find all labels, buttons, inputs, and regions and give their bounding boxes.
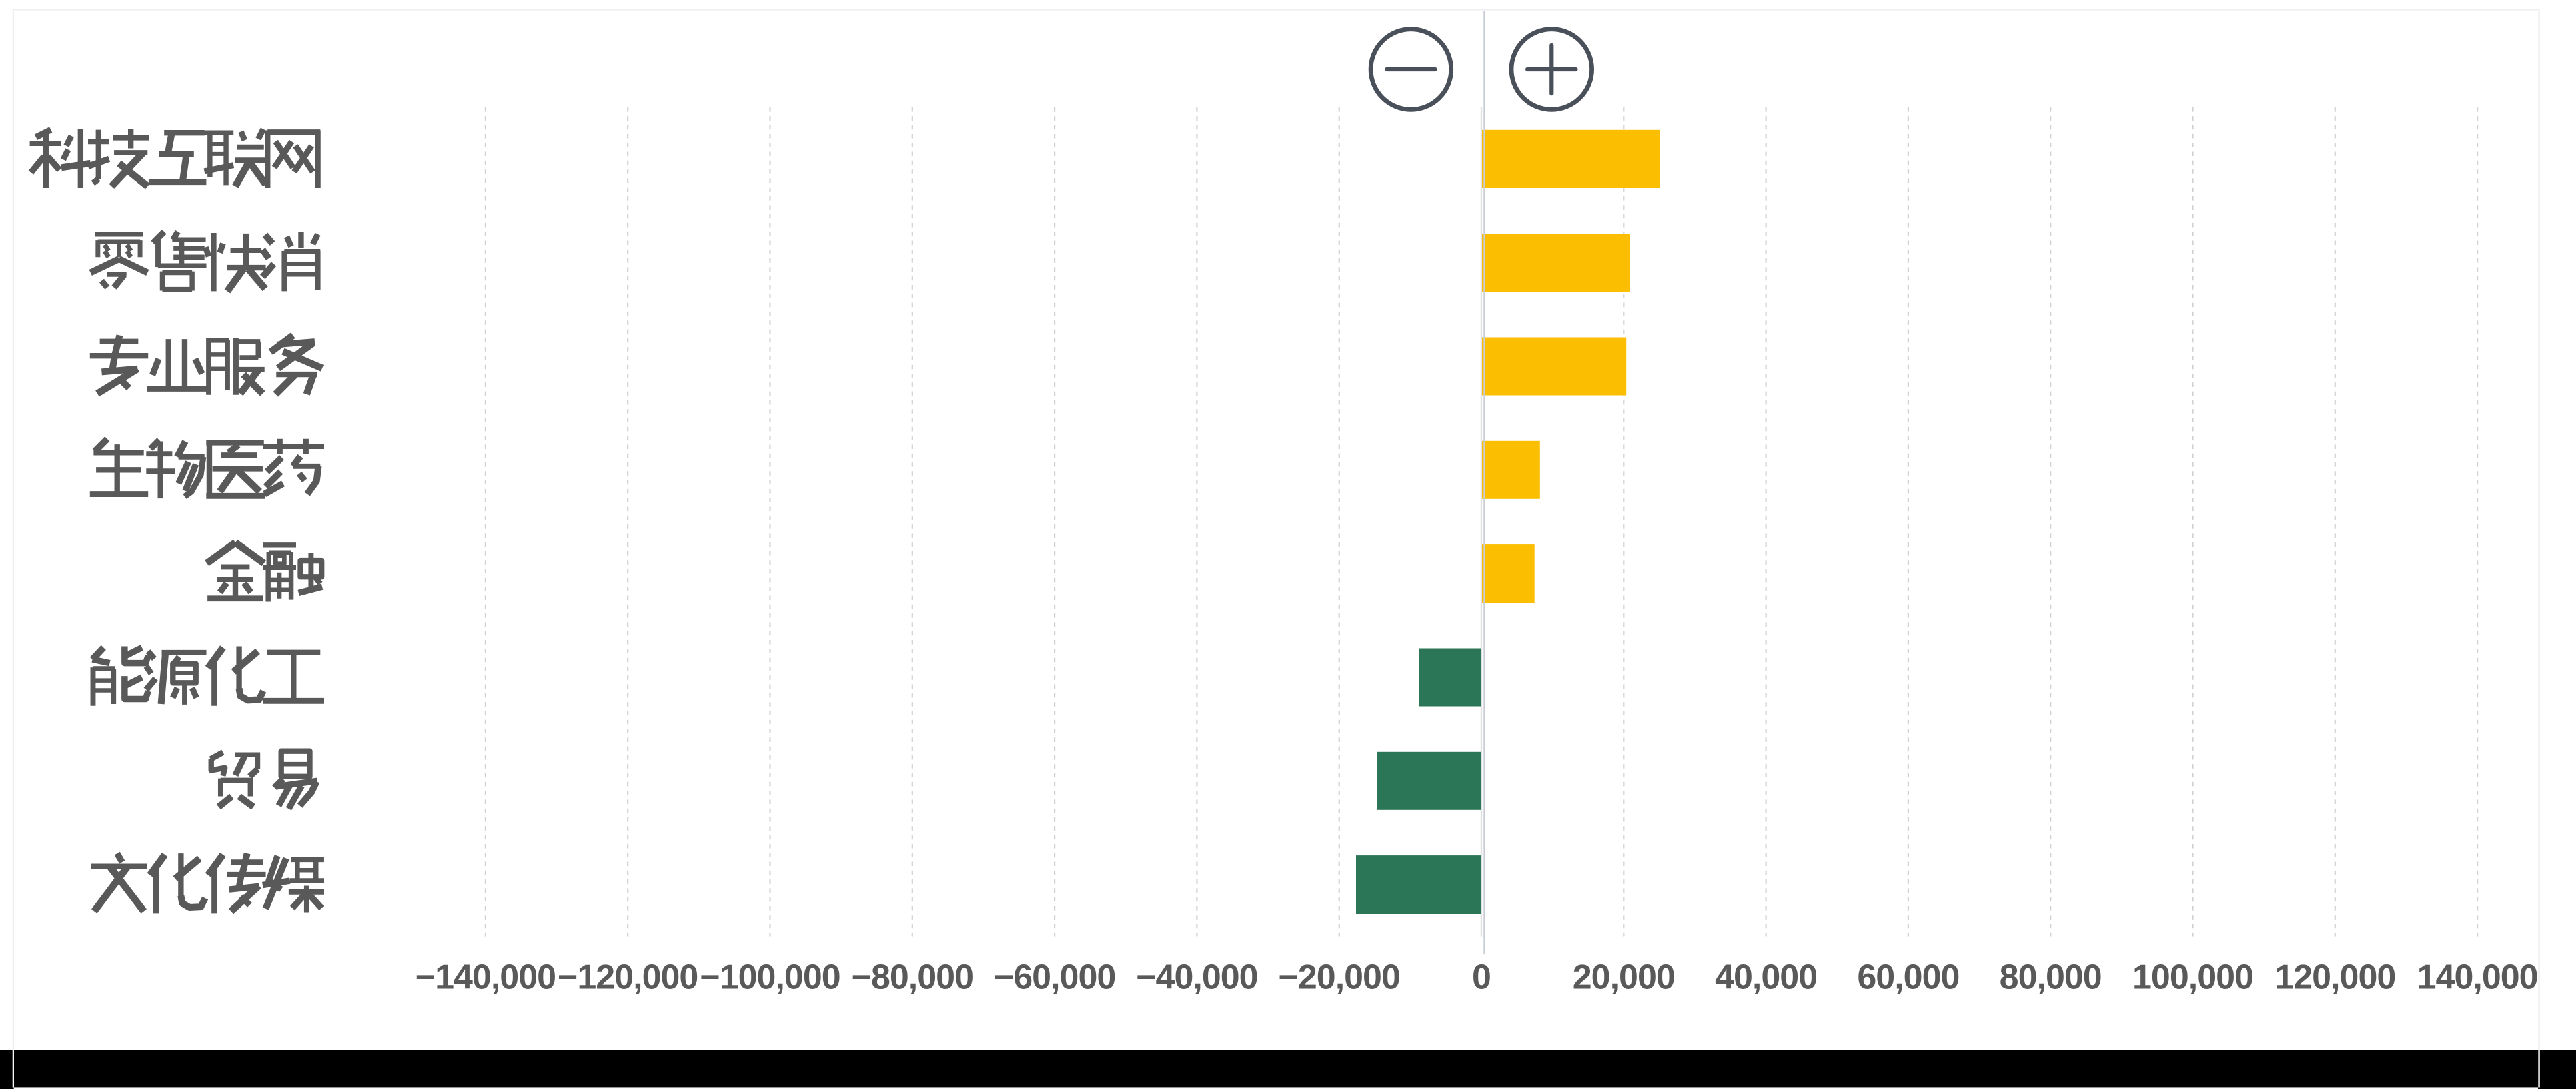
svg-text:−20,000: −20,000 [1278, 958, 1399, 997]
svg-text:60,000: 60,000 [1857, 958, 1959, 997]
svg-text:0: 0 [1472, 958, 1491, 997]
svg-text:−40,000: −40,000 [1136, 958, 1257, 997]
svg-text:40,000: 40,000 [1715, 958, 1817, 997]
svg-text:−60,000: −60,000 [994, 958, 1115, 997]
svg-text:−100,000: −100,000 [700, 958, 840, 997]
svg-text:100,000: 100,000 [2132, 958, 2253, 997]
svg-text:80,000: 80,000 [2000, 958, 2102, 997]
svg-text:120,000: 120,000 [2275, 958, 2395, 997]
svg-text:−120,000: −120,000 [558, 958, 698, 997]
svg-text:140,000: 140,000 [2417, 958, 2538, 997]
svg-text:−140,000: −140,000 [416, 958, 556, 997]
svg-text:−80,000: −80,000 [852, 958, 973, 997]
svg-text:20,000: 20,000 [1573, 958, 1675, 997]
